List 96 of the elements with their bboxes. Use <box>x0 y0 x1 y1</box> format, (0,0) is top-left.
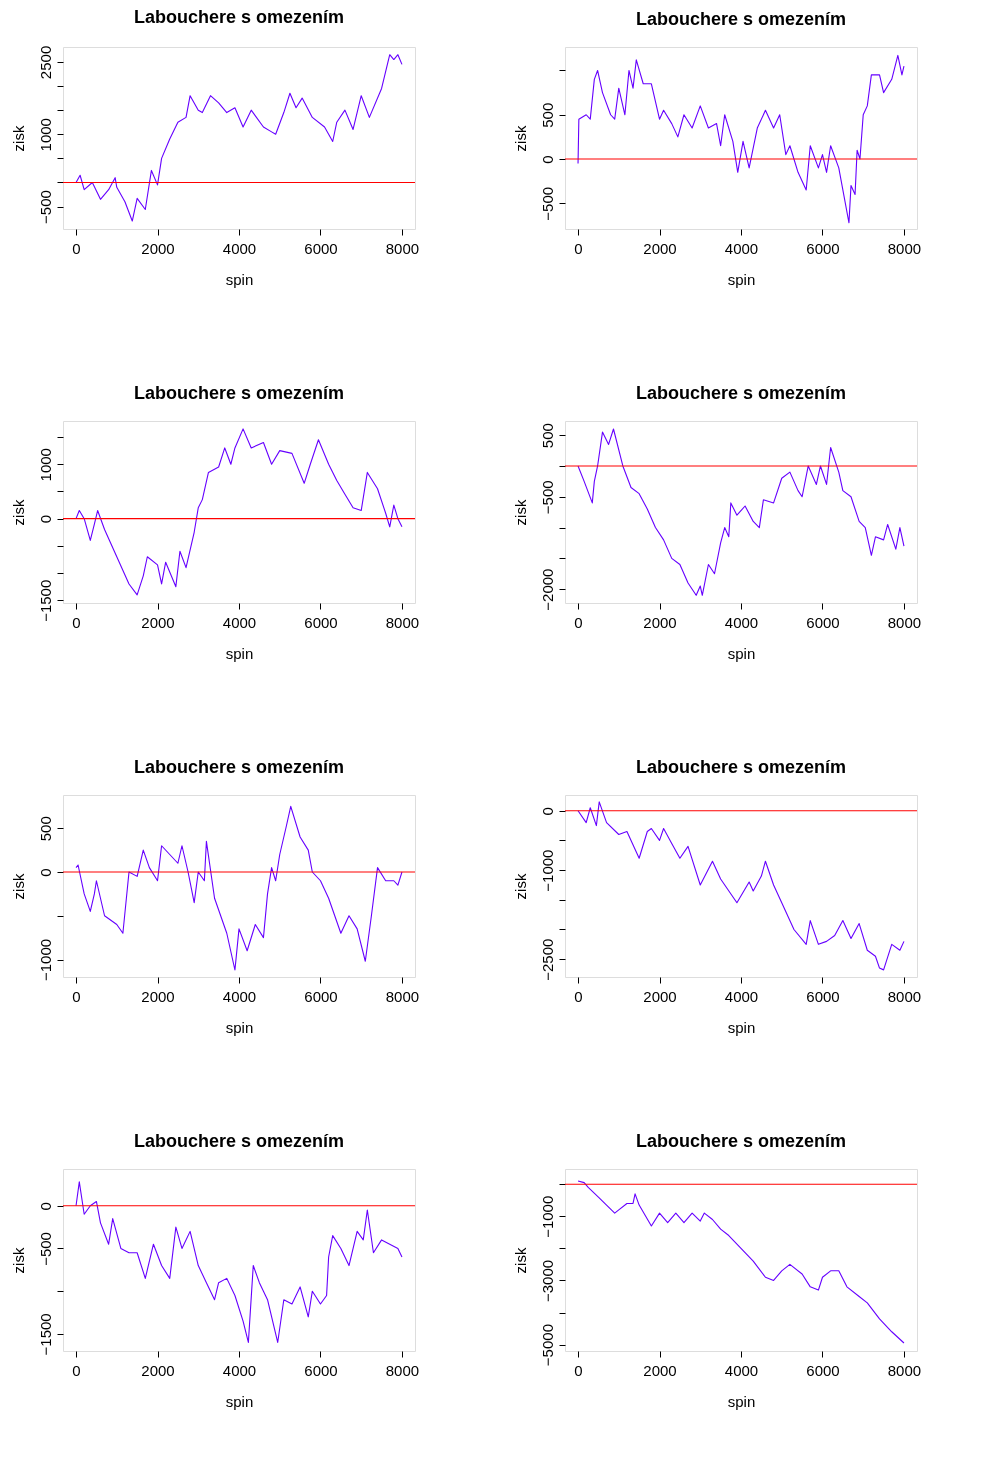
x-tick-label: 4000 <box>222 1361 257 1379</box>
x-axis-title: spin <box>727 1392 756 1410</box>
line-series <box>577 801 905 971</box>
y-axis-title: zisk <box>511 125 529 152</box>
y-tick-label: −2500 <box>538 938 556 981</box>
x-tick-label: 0 <box>574 239 583 257</box>
y-tick-label: 1000 <box>36 448 54 482</box>
y-tick-label: −1000 <box>538 849 556 892</box>
line-series <box>75 54 403 222</box>
x-tick-label: 2000 <box>643 987 677 1005</box>
x-tick-label: 6000 <box>304 1361 338 1379</box>
x-tick-label: 0 <box>72 613 81 631</box>
y-tick-label: 0 <box>36 868 54 877</box>
y-tick-label: 500 <box>36 816 54 842</box>
x-tick-label: 2000 <box>141 1361 175 1379</box>
y-tick-label: 2500 <box>36 45 54 80</box>
chart-title: Labouchere s omezením <box>635 9 847 29</box>
x-tick-label: 6000 <box>806 987 840 1005</box>
y-tick-label: 1000 <box>36 118 54 152</box>
chart-title: Labouchere s omezením <box>635 1131 847 1151</box>
y-tick-label: −500 <box>538 186 556 221</box>
x-tick-label: 6000 <box>806 1361 840 1379</box>
x-tick-label: 2000 <box>141 239 175 257</box>
x-tick-label: 8000 <box>385 1361 420 1379</box>
y-tick-label: 0 <box>538 155 556 164</box>
y-axis-title: zisk <box>9 125 27 152</box>
x-axis-title: spin <box>727 1018 756 1036</box>
x-tick-label: 8000 <box>385 987 420 1005</box>
y-tick-label: −1000 <box>36 938 54 982</box>
y-tick-label: 500 <box>538 423 556 449</box>
y-axis-title: zisk <box>9 1247 27 1274</box>
x-axis-title: spin <box>727 270 756 288</box>
x-tick-label: 2000 <box>643 613 677 631</box>
x-axis-title: spin <box>225 1392 254 1410</box>
line-series <box>577 54 905 224</box>
line-series <box>577 428 905 596</box>
line-series <box>75 428 403 596</box>
y-tick-label: −1500 <box>36 1313 54 1356</box>
x-tick-label: 6000 <box>304 987 338 1005</box>
x-tick-label: 4000 <box>222 239 257 257</box>
x-axis-title: spin <box>225 644 254 662</box>
chart-title: Labouchere s omezením <box>133 1131 345 1151</box>
x-axis-title: spin <box>727 644 756 662</box>
y-tick-label: −1500 <box>36 579 54 622</box>
x-tick-label: 0 <box>574 1361 583 1379</box>
x-tick-label: 6000 <box>806 239 840 257</box>
x-tick-label: 6000 <box>806 613 840 631</box>
line-series <box>75 805 403 971</box>
x-tick-label: 0 <box>72 239 81 257</box>
x-tick-label: 2000 <box>141 987 175 1005</box>
chart-title: Labouchere s omezením <box>635 383 847 403</box>
y-axis-title: zisk <box>511 499 529 526</box>
y-tick-label: 0 <box>538 807 556 816</box>
x-axis-title: spin <box>225 270 254 288</box>
y-tick-label: −500 <box>538 480 556 515</box>
y-tick-label: 500 <box>538 102 556 128</box>
x-tick-label: 0 <box>72 1361 81 1379</box>
x-tick-label: 8000 <box>385 239 420 257</box>
y-tick-label: −500 <box>36 190 54 224</box>
x-tick-label: 8000 <box>887 613 922 631</box>
y-tick-label: 0 <box>36 1202 54 1211</box>
y-tick-label: −500 <box>36 1232 54 1266</box>
chart-title: Labouchere s omezením <box>635 757 847 777</box>
x-tick-label: 6000 <box>304 239 338 257</box>
y-axis-title: zisk <box>511 1247 529 1274</box>
x-tick-label: 4000 <box>724 1361 759 1379</box>
y-tick-label: −2000 <box>538 568 556 611</box>
x-tick-label: 4000 <box>724 987 759 1005</box>
y-tick-label: 0 <box>36 514 54 524</box>
y-axis-title: zisk <box>9 873 27 900</box>
y-axis-title: zisk <box>9 499 27 526</box>
x-tick-label: 6000 <box>304 613 338 631</box>
chart-title: Labouchere s omezením <box>133 757 345 777</box>
x-tick-label: 0 <box>72 987 81 1005</box>
x-tick-label: 4000 <box>724 613 759 631</box>
line-series <box>75 1181 403 1344</box>
x-axis-title: spin <box>225 1018 254 1036</box>
chart-title: Labouchere s omezením <box>133 383 345 403</box>
x-tick-label: 4000 <box>724 239 759 257</box>
x-tick-label: 4000 <box>222 987 257 1005</box>
y-axis-title: zisk <box>511 873 529 900</box>
line-series <box>577 1180 905 1344</box>
x-tick-label: 2000 <box>141 613 175 631</box>
x-tick-label: 4000 <box>222 613 257 631</box>
x-tick-label: 8000 <box>887 1361 922 1379</box>
x-tick-label: 8000 <box>385 613 420 631</box>
chart-title: Labouchere s omezením <box>133 7 345 28</box>
x-tick-label: 8000 <box>887 239 922 257</box>
x-tick-label: 0 <box>574 987 583 1005</box>
x-tick-label: 8000 <box>887 987 922 1005</box>
x-tick-label: 2000 <box>643 239 677 257</box>
y-tick-label: −5000 <box>538 1324 556 1367</box>
y-tick-label: −1000 <box>538 1195 556 1238</box>
x-tick-label: 0 <box>574 613 583 631</box>
y-tick-label: −3000 <box>538 1259 556 1303</box>
x-tick-label: 2000 <box>643 1361 677 1379</box>
